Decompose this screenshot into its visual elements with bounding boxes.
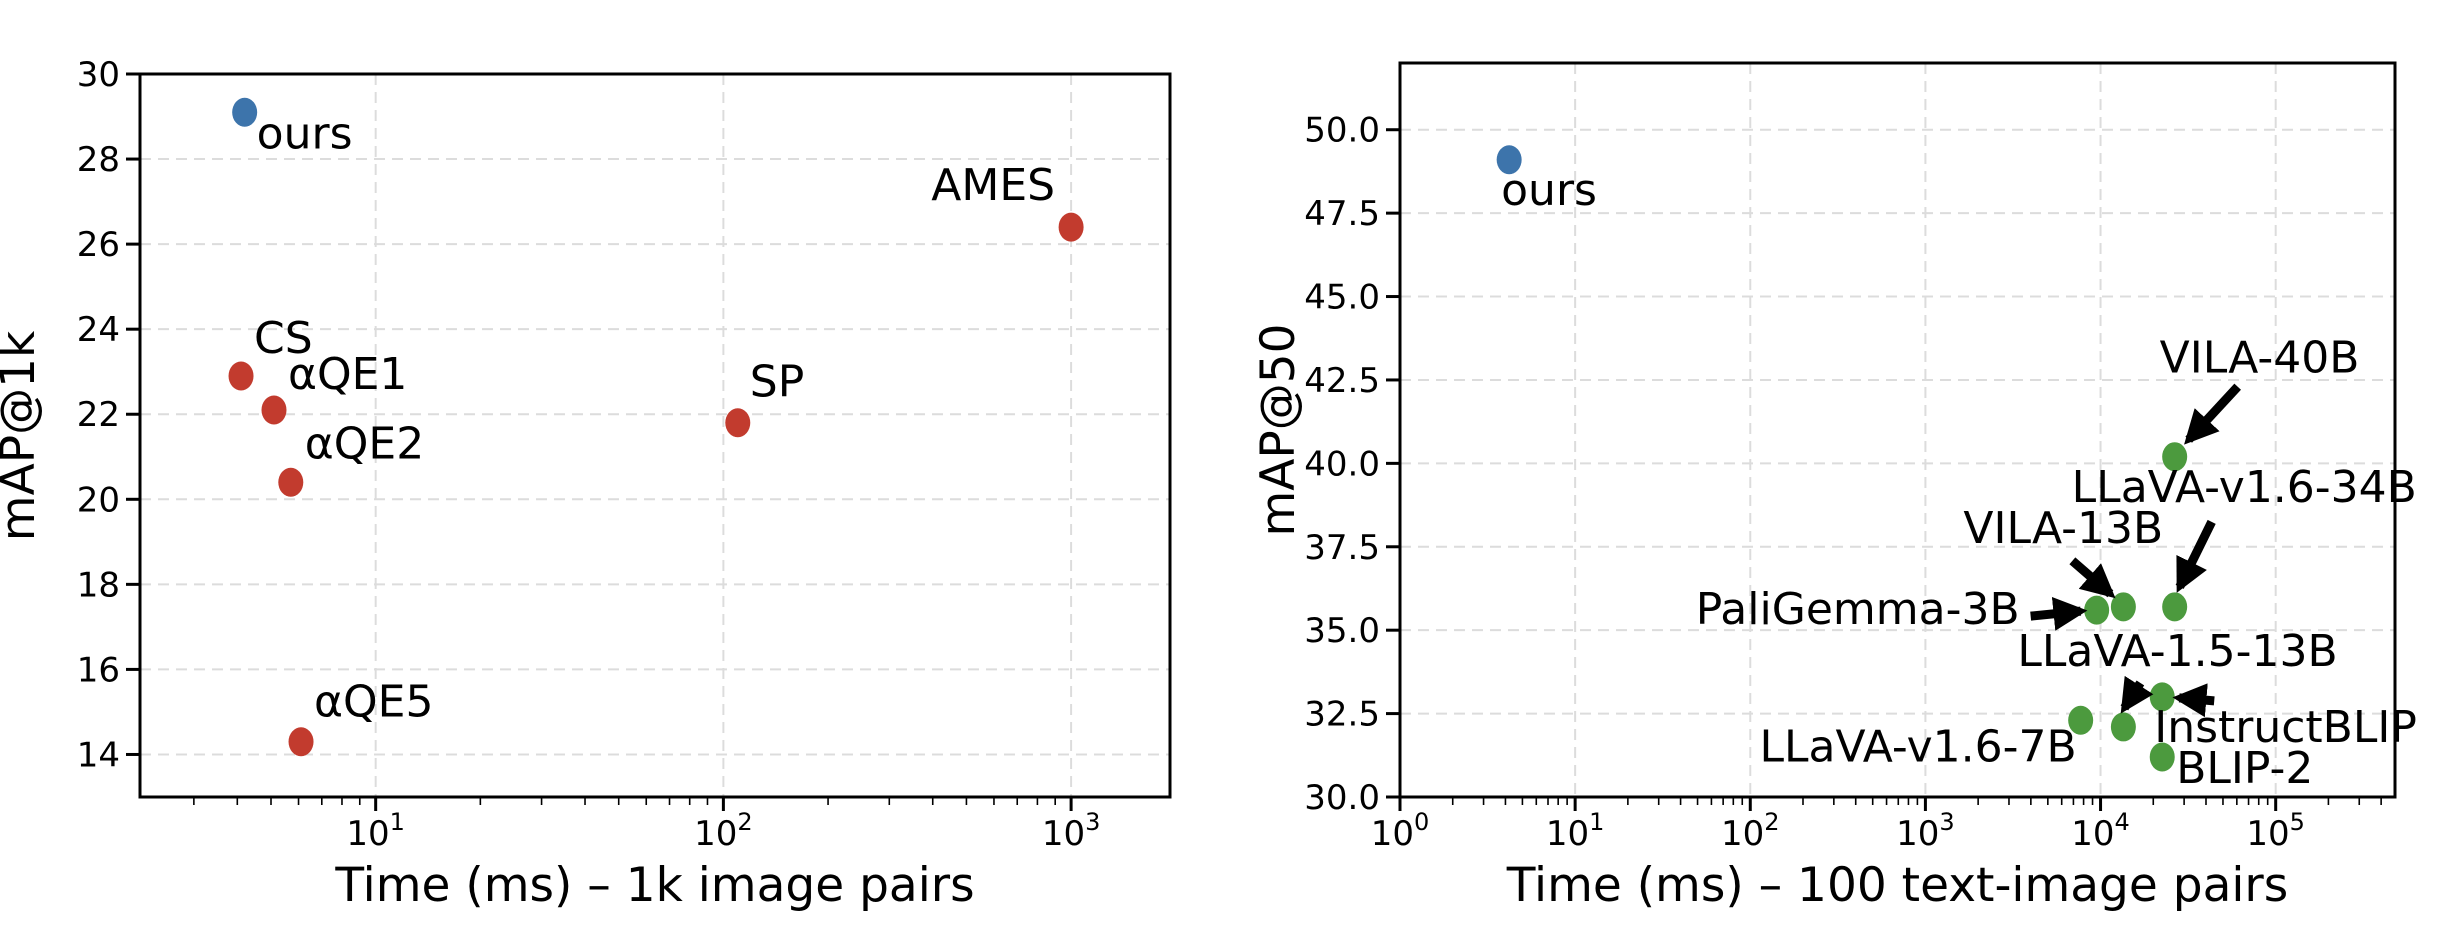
point-label-alpha-qe2: αQE2	[305, 418, 424, 469]
x-tick-label: 103	[1042, 808, 1101, 854]
point-label-llava-15-13b: LLaVA-1.5-13B	[2017, 626, 2337, 677]
point-label-blip-2: BLIP-2	[2176, 743, 2313, 794]
point-vila-13b	[2110, 592, 2136, 622]
annotation-arrow-vila-13b	[2069, 557, 2116, 599]
panel-right: 100 101 102 103 104 105 30.0 32.5 35.0 37.5 40.0 42…	[1251, 61, 2417, 913]
x-tick-label: 102	[694, 808, 753, 854]
x-tick-label: 105	[2246, 808, 2305, 854]
point-sp	[725, 408, 751, 438]
x-minor-ticks	[193, 797, 1056, 805]
point-label-ours: ours	[1501, 165, 1597, 216]
y-tick-label: 50.0	[1304, 111, 1380, 151]
x-tick-label: 103	[1896, 808, 1955, 854]
point-llava-v16-7b	[2068, 705, 2094, 735]
x-minor-ticks	[1451, 797, 2382, 805]
point-instructblip	[2149, 682, 2175, 712]
point-label-cs: CS	[254, 313, 313, 364]
x-tick-label: 102	[1721, 808, 1780, 854]
point-llava-v16-34b	[2162, 592, 2188, 622]
point-label-instructblip: InstructBLIP	[2154, 702, 2417, 753]
annotation-arrow-vila-40b	[2184, 383, 2241, 445]
y-axis-title: mAP@50	[1251, 323, 1306, 536]
point-label-vila-40b: VILA-40B	[2160, 333, 2360, 384]
point-label-llava-v16-7b: LLaVA-v1.6-7B	[1759, 721, 2076, 772]
x-axis-title: Time (ms) – 100 text-image pairs	[1506, 858, 2289, 913]
point-label-alpha-qe1: αQE1	[288, 349, 407, 400]
y-tick-label: 24	[77, 310, 120, 350]
points	[1496, 145, 2188, 772]
point-label-paligemma-3b: PaliGemma-3B	[1696, 584, 2020, 635]
annotation-arrow-llava-15-13b	[2120, 675, 2154, 714]
y-tick-label: 30.0	[1304, 778, 1380, 818]
annotation-arrow-instructblip	[2172, 683, 2215, 718]
points	[228, 97, 1084, 757]
point-label-llava-v16-34b: LLaVA-v1.6-34B	[2072, 462, 2417, 513]
plot-spines	[138, 72, 1172, 799]
y-tick-label: 45.0	[1304, 278, 1380, 318]
y-tick-label: 18	[77, 565, 120, 605]
point-label-vila-13b: VILA-13B	[1963, 503, 2163, 554]
point-label-ames: AMES	[931, 160, 1055, 211]
point-label-ours: ours	[257, 108, 353, 159]
y-tick-label: 30	[77, 55, 120, 95]
annotation-arrow-paligemma-3b	[2030, 596, 2088, 631]
x-tick-label: 104	[2071, 808, 2130, 854]
point-alpha-qe2	[278, 467, 304, 497]
point-alpha-qe1	[261, 395, 287, 425]
x-tick-label: 101	[346, 808, 405, 854]
y-tick-label: 37.5	[1304, 528, 1380, 568]
panel-left: 101 102 103 14 16 18 20 22 24 26 28 30 Time (ms) – 1…	[0, 55, 1172, 913]
y-tick-label: 20	[77, 480, 120, 520]
y-tick-label: 14	[77, 735, 120, 775]
x-tick-label: 100	[1371, 808, 1430, 854]
y-tick-label: 22	[77, 395, 120, 435]
y-axis-title: mAP@1k	[0, 330, 46, 541]
y-tick-label: 32.5	[1304, 695, 1380, 735]
annotation-arrow-llava-v16-34b	[2175, 519, 2216, 593]
point-llava-15-13b	[2110, 712, 2136, 742]
point-vila-40b	[2162, 442, 2188, 472]
x-tick-label: 101	[1546, 808, 1605, 854]
y-tick-label: 16	[77, 650, 120, 690]
point-alpha-qe5	[288, 727, 314, 757]
x-axis-title: Time (ms) – 1k image pairs	[334, 858, 974, 913]
point-paligemma-3b	[2084, 595, 2110, 625]
point-ours	[1496, 145, 1522, 175]
point-label-alpha-qe5: αQE5	[314, 677, 433, 728]
point-cs	[228, 361, 254, 391]
grid	[140, 73, 1170, 797]
y-tick-label: 47.5	[1304, 194, 1380, 234]
y-tick-label: 26	[77, 225, 120, 265]
y-tick-label: 28	[77, 140, 120, 180]
point-ours	[232, 97, 258, 127]
y-tick-label: 42.5	[1304, 361, 1380, 401]
y-tick-label: 40.0	[1304, 444, 1380, 484]
y-tick-label: 35.0	[1304, 611, 1380, 651]
point-blip-2	[2149, 742, 2175, 772]
point-ames	[1058, 212, 1084, 242]
point-label-sp: SP	[750, 357, 804, 408]
